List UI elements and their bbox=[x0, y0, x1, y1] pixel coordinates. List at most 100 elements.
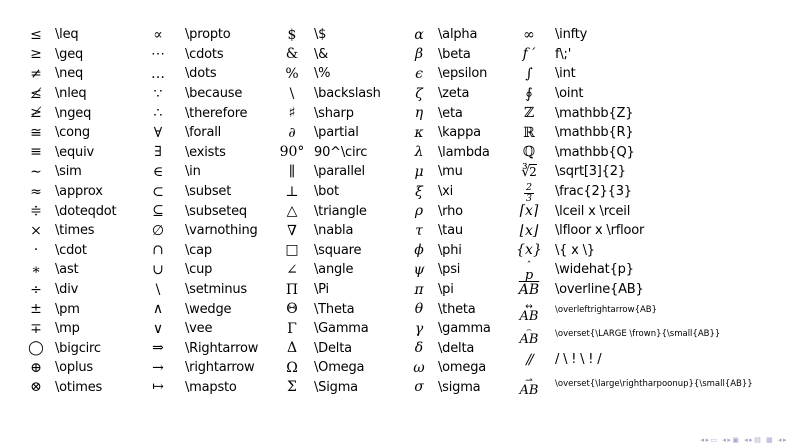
symbol-row: f ′ f\;' bbox=[510, 45, 753, 65]
latex-command: \subseteq bbox=[185, 203, 247, 219]
symbol-row: κ \kappa bbox=[406, 123, 491, 143]
symbol-row: ∇ \nabla bbox=[276, 221, 381, 241]
latex-command: \kappa bbox=[438, 125, 481, 141]
math-symbol: ± bbox=[30, 301, 42, 318]
latex-command: \backslash bbox=[314, 86, 381, 102]
over-mark: ⇀ bbox=[525, 375, 533, 386]
latex-command: \mathbb{Q} bbox=[555, 144, 635, 160]
symbol-row: · \cdot bbox=[20, 241, 116, 261]
symbol-row: ψ \psi bbox=[406, 260, 491, 280]
latex-command: \subset bbox=[185, 184, 232, 200]
latex-command: \Sigma bbox=[314, 379, 358, 395]
symbol-row: ↦ \mapsto bbox=[142, 378, 258, 398]
math-symbol: Δ bbox=[286, 340, 298, 357]
latex-command: \& bbox=[314, 46, 329, 62]
symbol-row: α \alpha bbox=[406, 25, 491, 45]
latex-command: \eta bbox=[438, 105, 463, 121]
latex-command: 90^\circ bbox=[314, 144, 368, 160]
latex-command: \Delta bbox=[314, 340, 352, 356]
symbol-row: ≤ \leq bbox=[20, 25, 116, 45]
symbol-row: ∪ \cup bbox=[142, 260, 258, 280]
latex-command: \tau bbox=[438, 223, 463, 239]
latex-command: \{ x \} bbox=[555, 242, 595, 258]
math-symbol: Γ bbox=[287, 320, 297, 337]
math-symbol: ∮ bbox=[525, 85, 533, 102]
math-symbol: {x} bbox=[516, 242, 542, 259]
symbol-row: ∗ \ast bbox=[20, 260, 116, 280]
symbol-row: μ \mu bbox=[406, 162, 491, 182]
symbol-row: ⌊x⌋ \lfloor x \rfloor bbox=[510, 221, 753, 241]
math-symbol: ⊂ bbox=[152, 183, 164, 200]
latex-command: \frac{2}{3} bbox=[555, 184, 632, 200]
latex-command: \doteqdot bbox=[55, 203, 117, 219]
symbol-row: η \eta bbox=[406, 103, 491, 123]
math-symbol: Θ bbox=[286, 301, 298, 318]
symbol-row: □ \square bbox=[276, 241, 381, 261]
math-symbol: ∝ bbox=[153, 26, 163, 43]
latex-command: \cong bbox=[55, 125, 90, 141]
math-symbol: 90° bbox=[279, 144, 305, 161]
symbol-row: ∥ \parallel bbox=[276, 162, 381, 182]
symbol-row: ˆ p \widehat{p} bbox=[510, 260, 753, 283]
math-symbol: … bbox=[151, 65, 165, 82]
latex-command: \triangle bbox=[314, 203, 367, 219]
latex-command: \Pi bbox=[314, 282, 329, 298]
column-special-chars-capitals: $ \$ & \&% \% \ \backslash ♯ \sharp ∂ \partial 90° 9… bbox=[276, 25, 381, 397]
math-symbol: $ bbox=[287, 26, 297, 43]
math-symbol: ∪ bbox=[152, 261, 164, 278]
latex-command: \square bbox=[314, 242, 362, 258]
symbol-row: ℝ \mathbb{R} bbox=[510, 123, 753, 143]
math-symbol: ⊕ bbox=[30, 359, 42, 376]
symbol-row: \ \setminus bbox=[142, 280, 258, 300]
math-symbol: · bbox=[33, 242, 39, 259]
latex-command: \ast bbox=[55, 262, 79, 278]
symbol-row: 90° 90^\circ bbox=[276, 143, 381, 163]
symbol-row: ∧ \wedge bbox=[142, 299, 258, 319]
math-symbol: ω bbox=[413, 359, 425, 376]
symbol-row: ϵ \epsilon bbox=[406, 64, 491, 84]
math-symbol: ∴ bbox=[153, 105, 163, 122]
symbol-row: ⊆ \subseteq bbox=[142, 201, 258, 221]
symbol-row: & \& bbox=[276, 45, 381, 65]
symbol-row: % \% bbox=[276, 64, 381, 84]
symbol-row: ≑ \doteqdot bbox=[20, 201, 117, 221]
math-symbol: ◯ bbox=[28, 340, 44, 357]
math-symbol: ∕∕ bbox=[526, 351, 533, 368]
math-symbol: Π bbox=[285, 281, 299, 298]
math-symbol: γ bbox=[414, 320, 424, 337]
math-symbol: △ bbox=[286, 203, 298, 220]
symbol-row: △ \triangle bbox=[276, 201, 381, 221]
math-symbol: ⊥ bbox=[285, 183, 299, 200]
latex-command: \therefore bbox=[185, 105, 248, 121]
latex-command: \lfloor x \rfloor bbox=[555, 223, 645, 239]
symbol-row: ∝ \propto bbox=[142, 25, 258, 45]
latex-command: \vee bbox=[185, 321, 213, 337]
latex-command: \forall bbox=[185, 125, 222, 141]
latex-command: \times bbox=[55, 223, 95, 239]
symbol-row: ∓ \mp bbox=[20, 319, 116, 339]
symbol-row: θ \theta bbox=[406, 299, 491, 319]
math-symbol: ∅ bbox=[151, 222, 165, 239]
beamer-navigation-bar[interactable]: ◂▸▭ ◂▸▣ ◂▸▤ ▦ ◂▸ bbox=[700, 436, 788, 444]
math-symbol: ∨ bbox=[152, 320, 164, 337]
math-symbol: □ bbox=[285, 242, 299, 259]
latex-command: \psi bbox=[438, 262, 461, 278]
latex-command: \oplus bbox=[55, 360, 94, 376]
math-symbol: ∈ bbox=[152, 163, 164, 180]
math-symbol: ∠ bbox=[286, 261, 298, 278]
math-symbol: ∩ bbox=[152, 242, 164, 259]
math-symbol: ∥ bbox=[288, 163, 296, 180]
symbol-row: ⋯ \cdots bbox=[142, 45, 258, 65]
symbol-row: ⇀ AB \overset{\large\rightharpoonup}{\smal… bbox=[510, 372, 753, 397]
math-symbol: ↦ bbox=[152, 379, 164, 396]
symbol-row: ξ \xi bbox=[406, 182, 491, 202]
latex-command: \propto bbox=[185, 27, 231, 43]
column-relations-operators: ≤ \leq ≥ \geq ≠ \neq ≰ \nleq ≱ \ngeq ≅ \cong ≡ \equiv… bbox=[20, 25, 116, 397]
math-symbol: → bbox=[152, 359, 164, 376]
latex-command: \int bbox=[555, 66, 576, 82]
math-symbol: β bbox=[414, 46, 424, 63]
math-symbol: τ bbox=[415, 222, 423, 239]
math-symbol: δ bbox=[414, 340, 424, 357]
latex-command: \overleftrightarrow{AB} bbox=[555, 305, 658, 316]
latex-command: / \ ! \ ! / bbox=[555, 352, 602, 368]
